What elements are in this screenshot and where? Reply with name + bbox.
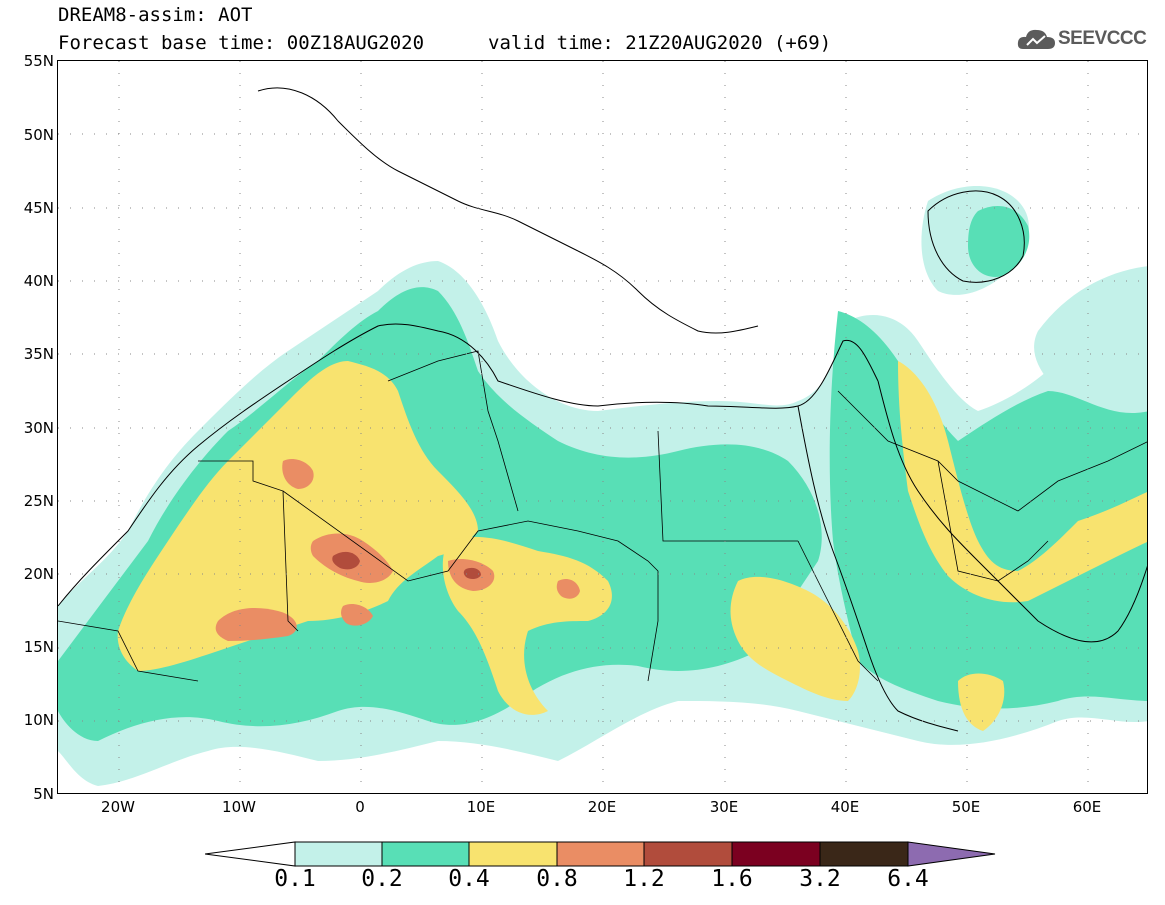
- lat-label-15n: 15N: [23, 638, 54, 656]
- colorbar-bin-7: [819, 841, 909, 867]
- lat-label-20n: 20N: [23, 565, 54, 583]
- lat-label-50n: 50N: [23, 126, 54, 144]
- colorbar-label-6.4: 6.4: [887, 866, 929, 892]
- colorbar-label-0.2: 0.2: [361, 866, 403, 892]
- colorbar-bin-3: [468, 841, 558, 867]
- lon-label-0: 0: [355, 798, 365, 816]
- lon-label-20e: 20E: [587, 798, 617, 816]
- colorbar-label-1.2: 1.2: [623, 866, 665, 892]
- lat-label-55n: 55N: [23, 52, 54, 70]
- map-plot: [58, 61, 1147, 793]
- colorbar-bin-5: [643, 841, 733, 867]
- lat-label-5n: 5N: [33, 785, 54, 803]
- lat-label-25n: 25N: [23, 492, 54, 510]
- colorbar-bin-1: [294, 841, 383, 867]
- lon-label-10e: 10E: [466, 798, 496, 816]
- lon-label-50e: 50E: [951, 798, 981, 816]
- colorbar-label-3.2: 3.2: [799, 866, 841, 892]
- lat-label-30n: 30N: [23, 419, 54, 437]
- coastlines: [58, 87, 1147, 732]
- lat-label-40n: 40N: [23, 272, 54, 290]
- colorbar-label-0.1: 0.1: [274, 866, 316, 892]
- lon-label-10w: 10W: [222, 798, 256, 816]
- lon-label-40e: 40E: [830, 798, 860, 816]
- colorbar-bin-6: [731, 841, 821, 867]
- colorbar: [205, 841, 996, 867]
- cloud-logo-icon: [1017, 29, 1055, 49]
- country-borders: [58, 350, 1147, 682]
- map-title: DREAM8-assim: AOT: [58, 4, 253, 26]
- valid-time: valid time: 21Z20AUG2020 (+69): [488, 32, 832, 54]
- lon-label-30e: 30E: [709, 798, 739, 816]
- lon-label-60e: 60E: [1072, 798, 1102, 816]
- lat-label-35n: 35N: [23, 345, 54, 363]
- lat-label-45n: 45N: [23, 199, 54, 217]
- colorbar-low-arrow: [205, 841, 296, 867]
- aot-band-1.2: [332, 551, 481, 580]
- aot-map: [57, 60, 1148, 794]
- colorbar-bin-4: [556, 841, 645, 867]
- colorbar-label-1.6: 1.6: [711, 866, 753, 892]
- colorbar-label-0.8: 0.8: [536, 866, 578, 892]
- lon-label-20w: 20W: [101, 798, 135, 816]
- forecast-base-time: Forecast base time: 00Z18AUG2020: [58, 32, 425, 54]
- lat-label-10n: 10N: [23, 711, 54, 729]
- colorbar-bin-2: [381, 841, 470, 867]
- logo-text: SEEVCCC: [1058, 28, 1147, 49]
- colorbar-label-0.4: 0.4: [448, 866, 490, 892]
- colorbar-high-arrow: [907, 841, 996, 867]
